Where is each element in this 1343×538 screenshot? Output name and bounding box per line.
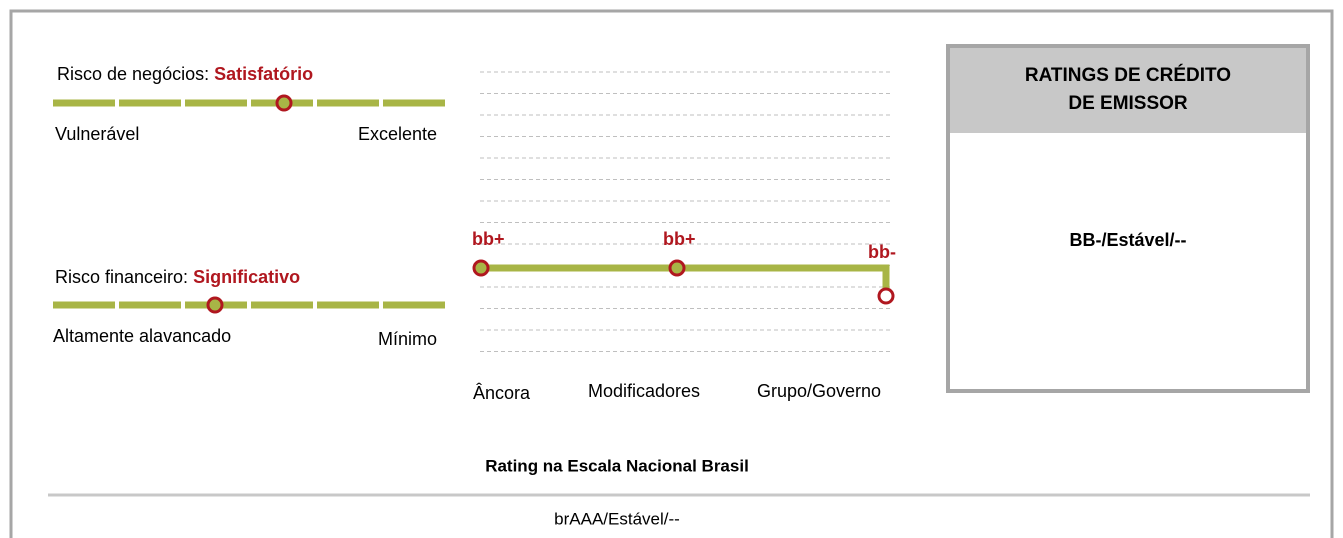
marker (275, 94, 293, 112)
scale-segment (119, 99, 181, 107)
step-label: Âncora (473, 383, 531, 403)
marker (668, 259, 686, 277)
issuer-box-title: DE EMISSOR (1068, 93, 1188, 114)
scale-segment (383, 99, 445, 107)
issuer-box-header (950, 48, 1306, 133)
scale-segment (119, 301, 181, 309)
scale-segment (53, 99, 115, 107)
scale-low: Vulnerável (55, 124, 139, 144)
dashed-grid (480, 71, 893, 352)
scale-low: Altamente alavancado (53, 326, 231, 346)
step-rating: bb+ (472, 229, 505, 249)
national-scale-rating: brAAA/Estável/-- (554, 509, 680, 528)
step-label: Grupo/Governo (757, 381, 881, 401)
scale-segment (317, 99, 379, 107)
scale-high: Mínimo (378, 329, 437, 349)
financial-risk-label: Risco financeiro: Significativo (55, 267, 300, 287)
rating-path (481, 264, 890, 296)
step-rating: bb- (868, 242, 896, 262)
scale-segment (53, 301, 115, 309)
scale-high: Excelente (358, 124, 437, 144)
step-label: Modificadores (588, 381, 700, 401)
issuer-rating: BB-/Estável/-- (1069, 230, 1186, 250)
scale-segment (185, 99, 247, 107)
marker (206, 296, 224, 314)
marker (877, 287, 895, 305)
business-risk-scale (53, 94, 445, 112)
scale-segment (251, 301, 313, 309)
step-rating: bb+ (663, 229, 696, 249)
issuer-box-title: RATINGS DE CRÉDITO (1025, 64, 1231, 86)
outer-border (9, 9, 1334, 538)
business-risk-label: Risco de negócios: Satisfatório (57, 64, 313, 84)
national-scale-title: Rating na Escala Nacional Brasil (485, 456, 749, 475)
scale-segment (383, 301, 445, 309)
financial-risk-scale (53, 296, 445, 314)
marker (472, 259, 490, 277)
scale-segment (317, 301, 379, 309)
